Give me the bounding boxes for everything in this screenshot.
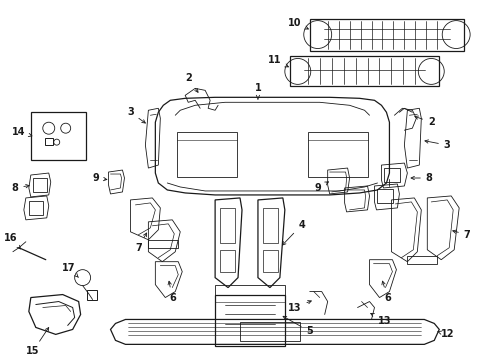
Text: 14: 14 xyxy=(12,127,32,137)
Bar xyxy=(215,285,285,294)
Bar xyxy=(263,208,278,243)
Bar xyxy=(310,19,464,50)
Bar xyxy=(29,201,43,215)
Text: 17: 17 xyxy=(62,263,78,278)
Bar xyxy=(263,250,278,272)
Bar xyxy=(385,168,400,182)
Text: 15: 15 xyxy=(26,328,49,356)
Text: 2: 2 xyxy=(185,73,198,92)
Bar xyxy=(290,57,439,86)
Text: 6: 6 xyxy=(168,281,175,302)
Text: 1: 1 xyxy=(255,84,261,99)
Text: 12: 12 xyxy=(438,329,454,339)
Text: 3: 3 xyxy=(127,107,146,123)
Bar xyxy=(45,138,53,145)
Text: 11: 11 xyxy=(268,55,289,67)
Bar xyxy=(407,256,437,264)
Bar xyxy=(148,240,178,248)
Bar xyxy=(31,112,86,160)
Text: 4: 4 xyxy=(282,220,305,245)
Text: 3: 3 xyxy=(425,140,451,150)
Text: 8: 8 xyxy=(11,183,29,193)
Text: 13: 13 xyxy=(288,301,311,312)
Bar xyxy=(87,289,97,300)
Text: 7: 7 xyxy=(135,233,147,253)
Bar xyxy=(215,294,285,346)
Bar xyxy=(220,250,235,272)
Text: 9: 9 xyxy=(92,173,107,183)
Text: 9: 9 xyxy=(315,182,328,193)
Text: 2: 2 xyxy=(415,116,435,127)
Text: 13: 13 xyxy=(371,313,391,327)
Text: 8: 8 xyxy=(411,173,433,183)
Bar xyxy=(240,323,300,341)
Text: 16: 16 xyxy=(4,233,21,249)
Bar xyxy=(308,132,368,177)
Text: 7: 7 xyxy=(453,230,470,240)
Text: 5: 5 xyxy=(283,316,313,336)
Bar xyxy=(220,208,235,243)
Text: 6: 6 xyxy=(382,281,391,302)
Bar xyxy=(377,189,393,203)
Bar xyxy=(33,178,47,192)
Bar xyxy=(177,132,237,177)
Text: 10: 10 xyxy=(288,18,308,29)
